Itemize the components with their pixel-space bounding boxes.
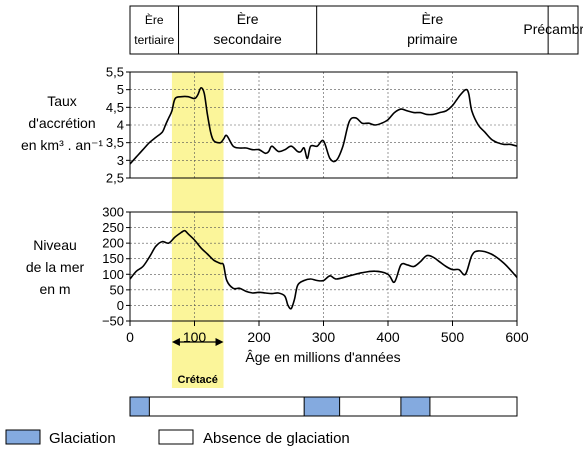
era-label-line-2: tertiaire <box>134 33 174 47</box>
cretaceous-label: Crétacé <box>178 374 218 386</box>
y-tick-label: 0 <box>117 298 124 313</box>
y-tick-label: 300 <box>102 205 124 220</box>
x-tick-label: 300 <box>312 329 336 345</box>
sea-level-ylabel-line-2: de la mer <box>26 259 85 275</box>
legend-glaciation-label: Glaciation <box>49 430 116 447</box>
sea-level-plot-frame <box>129 211 518 322</box>
legend-glaciation-swatch <box>5 429 41 445</box>
y-tick-label: 150 <box>102 251 124 266</box>
glaciation-period-segment <box>303 396 341 417</box>
legend-absence-swatch <box>158 429 194 445</box>
era-label-line-2: secondaire <box>213 31 282 47</box>
legend-absence-label: Absence de glaciation <box>203 430 350 447</box>
accretion-rate-line <box>129 87 518 165</box>
glaciation-period-segment <box>400 396 431 417</box>
era-label-line-1: Ère <box>145 12 164 27</box>
y-tick-label: 5 <box>117 82 124 97</box>
x-tick-label: 400 <box>376 329 400 345</box>
y-tick-label: 200 <box>102 236 124 251</box>
y-tick-label: 100 <box>102 267 124 282</box>
cretaceous-arrow-left-head <box>171 338 180 346</box>
glaciation-period-segment <box>129 396 150 417</box>
cretaceous-label-background <box>171 366 224 388</box>
era-header: Ère tertiaire Ère secondaire Ère primaire Préc… <box>129 5 583 55</box>
sea-level-ylabel-line-1: Niveau <box>33 237 77 253</box>
y-tick-label: 3 <box>117 153 124 168</box>
accretion-y-ticks: 2,5 3 3,5 4 4,5 5 5,5 <box>106 65 130 186</box>
y-tick-label: 4,5 <box>106 100 124 115</box>
cretaceous-arrow-right-head <box>215 338 224 346</box>
x-tick-label: 100 <box>183 329 207 345</box>
y-tick-label: 2,5 <box>106 171 124 186</box>
sea-level-ylabel-line-3: en m <box>39 281 70 297</box>
era-label: Précambrien <box>523 21 583 37</box>
legend: Glaciation Absence de glaciation <box>5 429 350 447</box>
x-tick-label: 200 <box>247 329 271 345</box>
cretaceous-highlight <box>171 72 224 372</box>
y-tick-label: 50 <box>110 282 124 297</box>
glaciation-bar <box>129 396 518 417</box>
accretion-ylabel-line-1: Taux <box>47 93 77 109</box>
x-tick-label: 500 <box>441 329 465 345</box>
x-tick-label: 0 <box>126 329 134 345</box>
y-tick-label: 5,5 <box>106 65 124 80</box>
era-label-line-1: Ère <box>422 11 444 27</box>
x-tick-label: 600 <box>505 329 529 345</box>
x-axis-label: Âge en millions d'années <box>245 349 400 365</box>
sea-level-line <box>129 229 518 310</box>
y-tick-label: 250 <box>102 220 124 235</box>
glaciation-bar-frame <box>129 396 518 417</box>
accretion-plot-frame <box>129 71 518 179</box>
accretion-rate-chart: 2,5 3 3,5 4 4,5 5 5,5 Taux d'accrétion en km³ … <box>21 65 518 186</box>
accretion-ylabel-line-2: d'accrétion <box>28 115 95 131</box>
y-tick-label: 4 <box>117 118 124 133</box>
era-label-line-1: Ère <box>237 11 259 27</box>
era-header-frame <box>129 5 579 55</box>
era-label-line-2: primaire <box>407 31 458 47</box>
accretion-ylabel-line-3: en km³ . an⁻¹ <box>21 137 103 153</box>
y-tick-label: −50 <box>102 314 124 329</box>
sea-level-x-ticks: 0 100 200 300 400 500 600 <box>126 321 529 345</box>
cretaceous-marker: Crétacé <box>171 338 224 386</box>
y-tick-label: 3,5 <box>106 135 124 150</box>
